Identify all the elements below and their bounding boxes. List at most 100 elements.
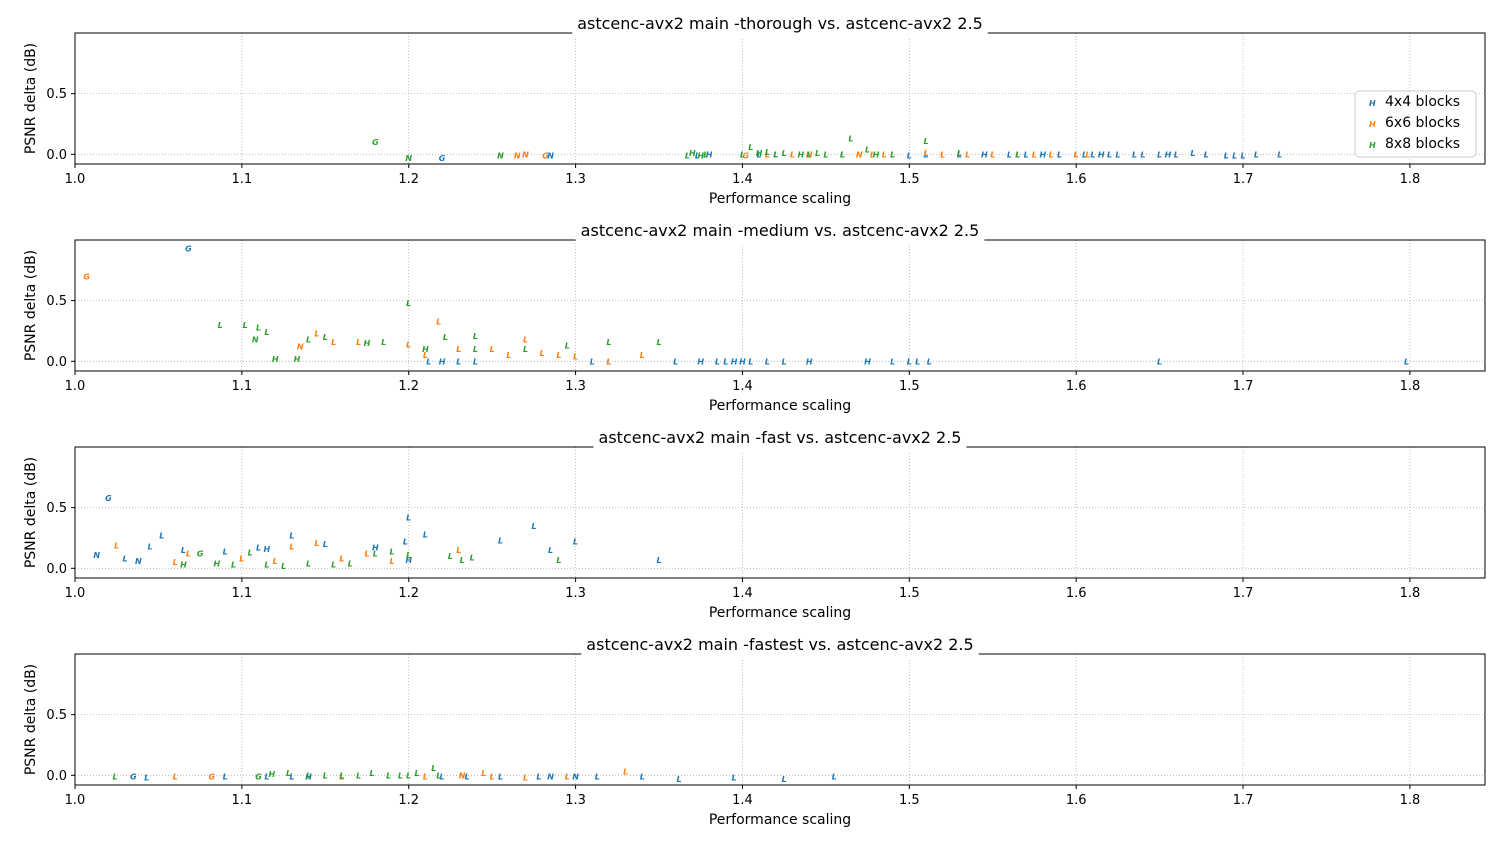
- data-point: L: [123, 555, 128, 564]
- data-point: L: [1107, 150, 1112, 159]
- data-point: H: [689, 149, 696, 158]
- data-point: L: [815, 149, 820, 158]
- x-tick-label: 1.8: [1400, 379, 1421, 394]
- data-point: G: [743, 152, 750, 161]
- data-point: H: [305, 773, 312, 782]
- data-point: L: [506, 351, 511, 360]
- data-point: L: [423, 773, 428, 782]
- data-point: L: [782, 775, 787, 784]
- data-point: L: [406, 513, 411, 522]
- data-point: L: [289, 773, 294, 782]
- data-point: L: [173, 558, 178, 567]
- data-point: G: [197, 550, 204, 559]
- data-point: L: [306, 559, 311, 568]
- data-point: L: [306, 335, 311, 344]
- x-tick-label: 1.4: [732, 793, 753, 808]
- chart-title: astcenc-avx2 main -medium vs. astcenc-av…: [581, 221, 980, 240]
- data-point: L: [159, 532, 164, 541]
- data-point: L: [248, 549, 253, 558]
- data-point: L: [823, 150, 828, 159]
- data-point: H: [180, 561, 187, 570]
- data-point: L: [832, 773, 837, 782]
- data-point: H: [364, 339, 371, 348]
- data-point: G: [105, 494, 112, 503]
- data-point: L: [1085, 150, 1090, 159]
- data-point: L: [685, 152, 690, 161]
- data-point: L: [460, 556, 465, 565]
- data-point: L: [640, 773, 645, 782]
- data-point: L: [1015, 150, 1020, 159]
- data-point: L: [840, 150, 845, 159]
- data-point: L: [782, 149, 787, 158]
- x-axis-label: Performance scaling: [709, 605, 851, 621]
- x-tick-label: 1.1: [232, 379, 253, 394]
- data-point: L: [757, 150, 762, 159]
- data-point: L: [223, 773, 228, 782]
- x-tick-label: 1.4: [732, 586, 753, 601]
- data-point: L: [314, 539, 319, 548]
- x-tick-label: 1.6: [1066, 379, 1087, 394]
- data-point: L: [1140, 150, 1145, 159]
- data-point: L: [623, 768, 628, 777]
- data-point: H: [739, 357, 746, 366]
- data-point: L: [1204, 150, 1209, 159]
- data-point: L: [289, 542, 294, 551]
- data-point: L: [1277, 150, 1282, 159]
- data-point: L: [386, 771, 391, 780]
- title-background: [593, 433, 967, 453]
- data-point: L: [923, 137, 928, 146]
- x-tick-label: 1.2: [398, 793, 419, 808]
- data-point: L: [890, 357, 895, 366]
- data-point: H: [864, 357, 871, 366]
- data-point: L: [243, 321, 248, 330]
- data-point: L: [473, 345, 478, 354]
- data-point: L: [732, 774, 737, 783]
- data-point: L: [965, 150, 970, 159]
- data-point: L: [286, 769, 291, 778]
- data-point: L: [765, 357, 770, 366]
- data-point: L: [1254, 150, 1259, 159]
- data-point: G: [209, 773, 216, 782]
- data-point: L: [1174, 150, 1179, 159]
- data-point: L: [473, 332, 478, 341]
- data-point: L: [1190, 149, 1195, 158]
- data-point: L: [1049, 150, 1054, 159]
- data-point: L: [144, 774, 149, 783]
- data-point: L: [773, 150, 778, 159]
- x-tick-label: 1.3: [565, 586, 586, 601]
- data-point: L: [723, 357, 728, 366]
- x-tick-label: 1.1: [232, 172, 253, 187]
- chart-title: astcenc-avx2 main -fastest vs. astcenc-a…: [586, 635, 973, 654]
- data-point: L: [1157, 150, 1162, 159]
- data-point: L: [406, 340, 411, 349]
- data-point: L: [673, 357, 678, 366]
- y-tick-label: 0.5: [46, 501, 67, 516]
- data-point: G: [255, 773, 262, 782]
- data-point: L: [640, 351, 645, 360]
- x-tick-label: 1.7: [1233, 172, 1254, 187]
- data-point: N: [252, 335, 259, 344]
- data-point: L: [348, 559, 353, 568]
- legend-marker-4x4: H: [1369, 99, 1376, 108]
- data-point: G: [542, 152, 549, 161]
- x-tick-label: 1.1: [232, 586, 253, 601]
- data-point: L: [1032, 150, 1037, 159]
- data-point: L: [339, 773, 344, 782]
- data-point: H: [1098, 150, 1105, 159]
- data-point: L: [748, 357, 753, 366]
- legend-label-6x6: 6x6 blocks: [1385, 115, 1460, 131]
- y-tick-label: 0.5: [46, 708, 67, 723]
- data-point: L: [231, 561, 236, 570]
- data-point: L: [531, 522, 536, 531]
- data-point: L: [865, 145, 870, 154]
- data-point: L: [289, 532, 294, 541]
- data-point: L: [186, 550, 191, 559]
- data-point: L: [415, 769, 420, 778]
- data-point: L: [490, 773, 495, 782]
- data-point: L: [656, 556, 661, 565]
- data-point: L: [173, 773, 178, 782]
- data-point: L: [1115, 150, 1120, 159]
- data-point: L: [381, 338, 386, 347]
